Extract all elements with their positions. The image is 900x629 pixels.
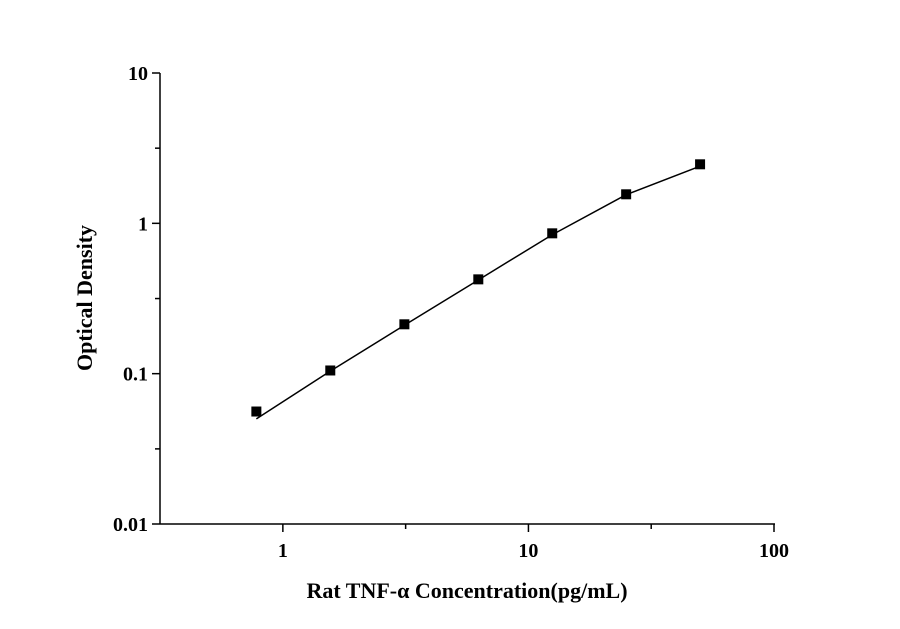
y-tick-label: 10: [128, 63, 148, 85]
x-axis-label: Rat TNF-α Concentration(pg/mL): [306, 578, 627, 603]
x-tick-label: 1: [278, 540, 288, 562]
y-tick-label: 0.01: [113, 514, 148, 536]
fit-line: [255, 165, 701, 420]
y-axis-label: Optical Density: [72, 225, 97, 371]
y-tick-label: 1: [138, 213, 148, 235]
x-tick-label: 10: [518, 540, 538, 562]
data-point: [399, 319, 410, 330]
data-point: [695, 159, 706, 170]
y-tick-label: 0.1: [123, 364, 148, 386]
data-point: [547, 228, 558, 239]
x-tick-label: 100: [759, 540, 789, 562]
data-point: [251, 406, 262, 417]
